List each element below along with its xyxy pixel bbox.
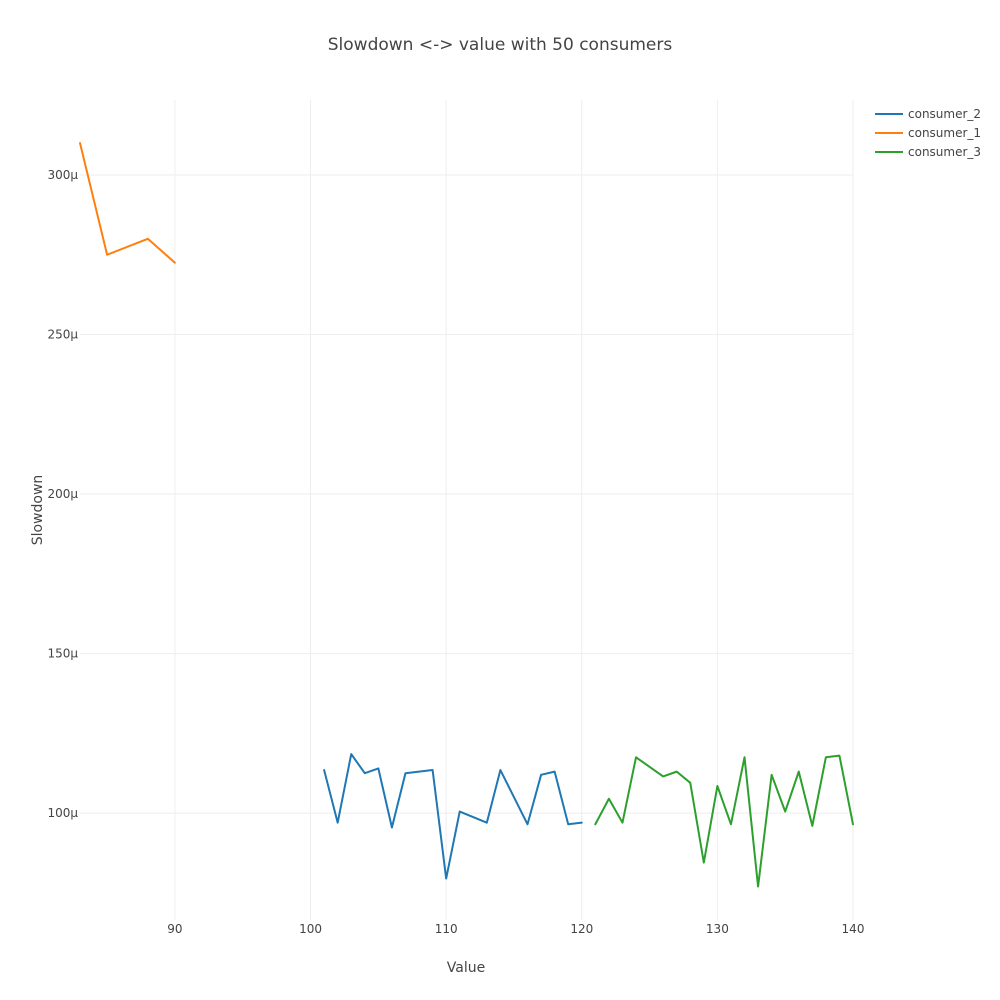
x-tick-label: 120 — [570, 922, 593, 936]
legend-item-consumer_1[interactable]: consumer_1 — [875, 126, 981, 140]
x-tick-label: 100 — [299, 922, 322, 936]
series-line-consumer_1 — [79, 142, 176, 264]
legend-item-consumer_2[interactable]: consumer_2 — [875, 107, 981, 121]
legend[interactable]: consumer_2 consumer_1 consumer_3 — [875, 107, 981, 159]
legend-item-consumer_3[interactable]: consumer_3 — [875, 145, 981, 159]
x-tick-label: 140 — [842, 922, 865, 936]
x-tick-label: 110 — [435, 922, 458, 936]
x-axis-title: Value — [447, 960, 485, 976]
series-line-consumer_3 — [594, 754, 854, 888]
y-tick-label: 300μ — [47, 168, 78, 182]
y-tick-label: 250μ — [47, 328, 78, 342]
y-tick-label: 200μ — [47, 487, 78, 501]
x-tick-label: 130 — [706, 922, 729, 936]
x-tick-label: 90 — [167, 922, 182, 936]
series-line-consumer_2 — [323, 753, 583, 880]
y-tick-label: 100μ — [47, 806, 78, 820]
x-axis: 90 100 110 120 130 140 — [167, 922, 864, 936]
legend-label: consumer_1 — [908, 126, 981, 140]
legend-label: consumer_3 — [908, 145, 981, 159]
chart-title: Slowdown <-> value with 50 consumers — [328, 35, 673, 55]
grid-layer — [80, 100, 854, 920]
legend-label: consumer_2 — [908, 107, 981, 121]
y-axis-title: Slowdown — [30, 475, 46, 546]
series-layer — [79, 142, 854, 888]
y-tick-label: 150μ — [47, 647, 78, 661]
y-axis: 100μ 150μ 200μ 250μ 300μ — [47, 168, 78, 820]
